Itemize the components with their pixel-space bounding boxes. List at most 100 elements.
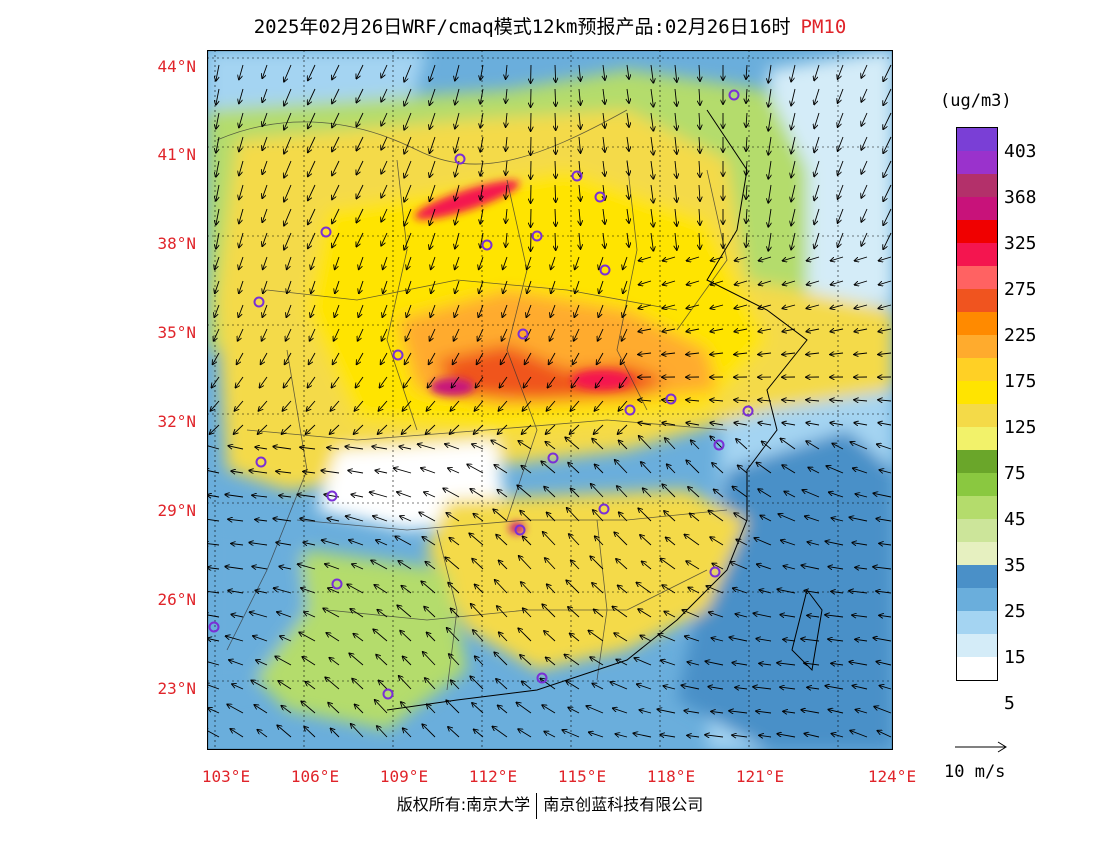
wind-arrow (262, 64, 268, 78)
wind-arrow (617, 486, 628, 498)
wind-arrow (571, 560, 580, 570)
wind-arrow (791, 88, 796, 106)
wind-arrow (759, 735, 772, 737)
wind-arrow (832, 444, 844, 450)
wind-arrow (359, 280, 364, 293)
wind-arrow (662, 484, 676, 498)
wind-arrow (759, 590, 772, 593)
wind-arrow (651, 184, 653, 203)
wind-arrow (622, 328, 628, 341)
wind-arrow (305, 682, 316, 690)
wind-arrow (544, 631, 556, 642)
wind-arrow (327, 518, 340, 521)
city-marker (514, 524, 526, 536)
wind-arrow (544, 732, 556, 738)
wind-arrow (684, 535, 700, 546)
wind-arrow (227, 704, 244, 714)
legend-swatch (957, 358, 997, 381)
wind-arrow (347, 584, 364, 594)
wind-arrow (579, 64, 581, 81)
wind-arrow (603, 160, 605, 176)
wind-arrow (610, 682, 628, 690)
wind-arrow (262, 88, 268, 102)
wind-arrow (596, 376, 604, 388)
wind-arrow (475, 585, 484, 594)
wind-arrow (814, 208, 820, 224)
wind-arrow (426, 424, 436, 434)
wind-arrow (861, 136, 868, 150)
wind-arrow (686, 400, 700, 401)
wind-arrow (616, 660, 628, 666)
wind-arrow (568, 708, 580, 714)
wind-arrow (850, 731, 868, 738)
wind-arrow (746, 232, 747, 247)
wind-arrow (618, 424, 628, 434)
wind-arrow (564, 655, 580, 666)
wind-arrow (494, 652, 508, 666)
wind-arrow (239, 208, 244, 223)
legend-label-5: 5 (1004, 693, 1015, 714)
wind-arrow (383, 280, 388, 293)
wind-arrow (207, 470, 220, 474)
wind-arrow (687, 256, 700, 261)
wind-arrow (354, 424, 364, 434)
wind-arrow (207, 568, 220, 570)
wind-arrow (622, 304, 628, 317)
wind-arrow (497, 606, 508, 618)
wind-arrow (455, 208, 460, 225)
wind-arrow (430, 160, 436, 177)
wind-arrow (618, 585, 628, 594)
wind-arrow (356, 88, 364, 103)
legend-swatch (957, 335, 997, 358)
wind-arrow (239, 64, 244, 79)
wind-arrow (310, 328, 316, 341)
wind-arrow (479, 280, 484, 293)
wind-arrow (807, 687, 820, 689)
wind-arrow (849, 517, 868, 522)
wind-arrow (782, 400, 796, 401)
wind-arrow (791, 136, 796, 154)
wind-arrow (573, 352, 580, 364)
wind-arrow (262, 208, 268, 222)
wind-arrow (768, 88, 771, 107)
wind-arrow (619, 441, 628, 450)
wind-arrow (856, 710, 868, 713)
wind-arrow (326, 633, 340, 642)
wind-arrow (355, 400, 364, 411)
wind-arrow (250, 612, 268, 618)
wind-arrow (619, 512, 628, 522)
wind-arrow (783, 256, 796, 261)
wind-arrow (497, 490, 508, 498)
south-yellow-region (427, 490, 747, 670)
wind-arrow (239, 160, 244, 175)
wind-arrow (453, 352, 460, 364)
wind-arrow (579, 136, 581, 153)
wind-arrow (595, 536, 604, 546)
legend-label-45: 45 (1004, 509, 1026, 530)
wind-arrow (637, 684, 652, 690)
wind-arrow (627, 208, 629, 223)
title-product: PM10 (800, 16, 847, 38)
wind-arrow (621, 352, 628, 364)
wind-arrow (378, 424, 388, 434)
wind-arrow (545, 442, 556, 450)
wind-arrow (448, 468, 460, 474)
map-frame (207, 50, 893, 750)
wind-arrow (518, 729, 532, 738)
wind-arrow (523, 400, 532, 411)
wind-arrow (273, 447, 292, 450)
wind-arrow (712, 463, 724, 474)
wind-arrow (746, 208, 747, 223)
wind-arrow (734, 329, 748, 332)
wind-arrow (423, 652, 436, 666)
wind-arrow (402, 424, 412, 434)
wind-arrow (451, 680, 460, 690)
wind-arrow (322, 540, 340, 546)
wind-arrow (216, 160, 220, 177)
wind-arrow (806, 329, 820, 332)
wind-arrow (831, 280, 844, 285)
wind-arrow (675, 64, 677, 82)
copyright-left: 版权所有:南京大学 (396, 795, 531, 814)
wind-arrow (729, 637, 748, 642)
wind-arrow (473, 514, 484, 522)
